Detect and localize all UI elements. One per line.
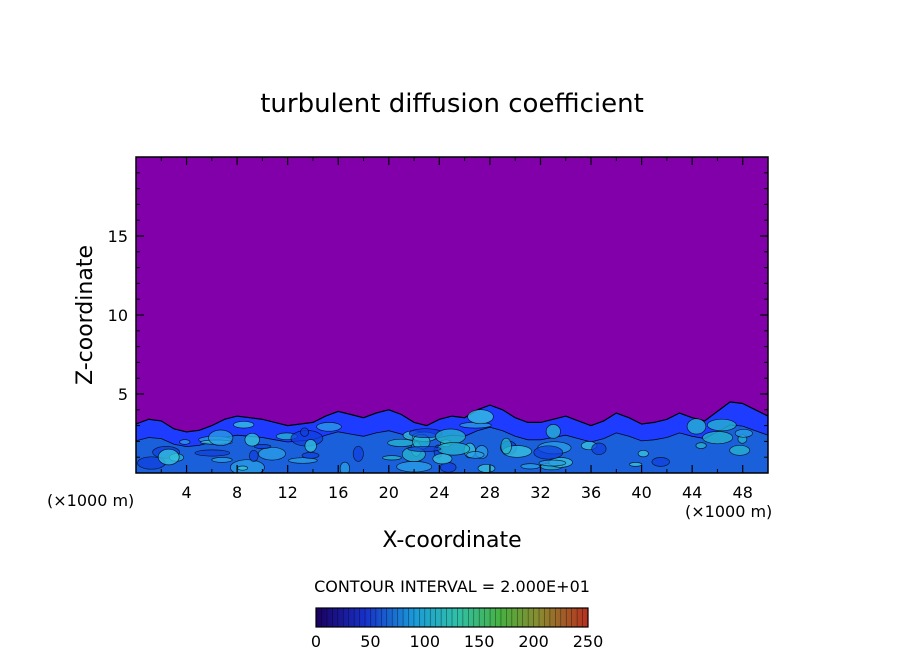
turbulent-eddy [304, 439, 317, 453]
x-tick-label: 16 [328, 483, 348, 502]
y-tick-label: 10 [108, 306, 128, 325]
colorbar-ticks: 0 50 100 150 200 250 [311, 632, 603, 651]
turbulent-eddy [436, 442, 471, 456]
colorbar-stripes [321, 608, 583, 627]
turbulent-eddy [467, 409, 494, 425]
turbulent-eddy [352, 445, 364, 462]
y-tick-label: 5 [118, 385, 128, 404]
colorbar-tick-label: 100 [410, 632, 441, 651]
turbulent-eddy [706, 418, 737, 432]
contour-interval-label: CONTOUR INTERVAL = 2.000E+01 [314, 577, 590, 596]
turbulent-eddy [734, 428, 753, 438]
x-tick-label: 28 [480, 483, 500, 502]
heatmap-field [136, 401, 768, 473]
turbulent-eddy [179, 439, 191, 445]
x-axis-label: X-coordinate [382, 528, 521, 553]
turbulent-eddy [211, 457, 233, 463]
x-unit-right-label: (×1000 m) [685, 502, 772, 521]
turbulent-eddy [253, 444, 272, 449]
y-axis-label: Z-coordinate [73, 245, 98, 385]
turbulent-eddy [300, 427, 310, 437]
x-tick-label: 48 [733, 483, 753, 502]
x-tick-label: 44 [682, 483, 702, 502]
turbulent-eddy [301, 452, 320, 459]
turbulent-eddy [533, 445, 564, 460]
x-tick-label: 12 [278, 483, 298, 502]
turbulent-eddy [387, 438, 415, 447]
turbulent-eddy [435, 428, 466, 445]
x-tick-label: 24 [429, 483, 449, 502]
turbulent-eddy [695, 442, 707, 449]
colorbar-tick-label: 250 [573, 632, 604, 651]
turbulent-eddy [466, 451, 485, 459]
x-tick-label: 32 [530, 483, 550, 502]
turbulent-eddy [244, 432, 260, 447]
turbulent-eddy [651, 457, 670, 467]
turbulent-eddy [208, 429, 234, 446]
colorbar-tick-label: 150 [464, 632, 495, 651]
turbulent-eddy [258, 446, 286, 461]
colorbar: 0 50 100 150 200 250 [311, 607, 603, 651]
turbulent-eddy [432, 453, 453, 465]
turbulent-eddy [316, 422, 342, 432]
turbulent-eddy [288, 457, 318, 464]
turbulent-eddy [382, 455, 402, 461]
turbulent-eddy [157, 448, 180, 466]
x-unit-left-label: (×1000 m) [47, 491, 134, 510]
turbulent-eddy [538, 459, 567, 467]
colorbar-tick-label: 200 [518, 632, 549, 651]
x-tick-label: 20 [379, 483, 399, 502]
turbulent-eddy [233, 420, 255, 429]
turbulent-eddy [628, 462, 643, 467]
turbulent-eddy [194, 449, 231, 457]
colorbar-tick-label: 50 [360, 632, 380, 651]
turbulent-eddy [407, 445, 442, 452]
turbulent-eddy [520, 463, 541, 470]
x-tick-label: 40 [631, 483, 651, 502]
turbulent-eddy [249, 449, 259, 462]
x-tick-label: 4 [181, 483, 191, 502]
turbulent-eddy [637, 449, 649, 458]
x-axis-ticks: 4 8 12 16 20 24 28 32 36 40 44 48 [135, 157, 769, 502]
turbulent-eddy [500, 437, 512, 455]
colorbar-tick-label: 0 [311, 632, 321, 651]
x-tick-label: 8 [232, 483, 242, 502]
chart-title: turbulent diffusion coefficient [260, 89, 644, 119]
turbulent-eddy [477, 463, 496, 473]
turbulent-eddy [237, 465, 249, 471]
y-axis-ticks: 5 10 15 [108, 172, 768, 458]
turbulent-eddy [545, 424, 561, 439]
x-tick-label: 36 [581, 483, 601, 502]
y-tick-label: 15 [108, 227, 128, 246]
colorbar-frame [315, 607, 589, 628]
turbulent-eddy [686, 418, 707, 435]
turbulent-eddy [591, 442, 607, 455]
turbulent-eddy [729, 444, 751, 456]
turbulent-eddy [702, 431, 734, 445]
turbulent-eddy [339, 461, 351, 473]
